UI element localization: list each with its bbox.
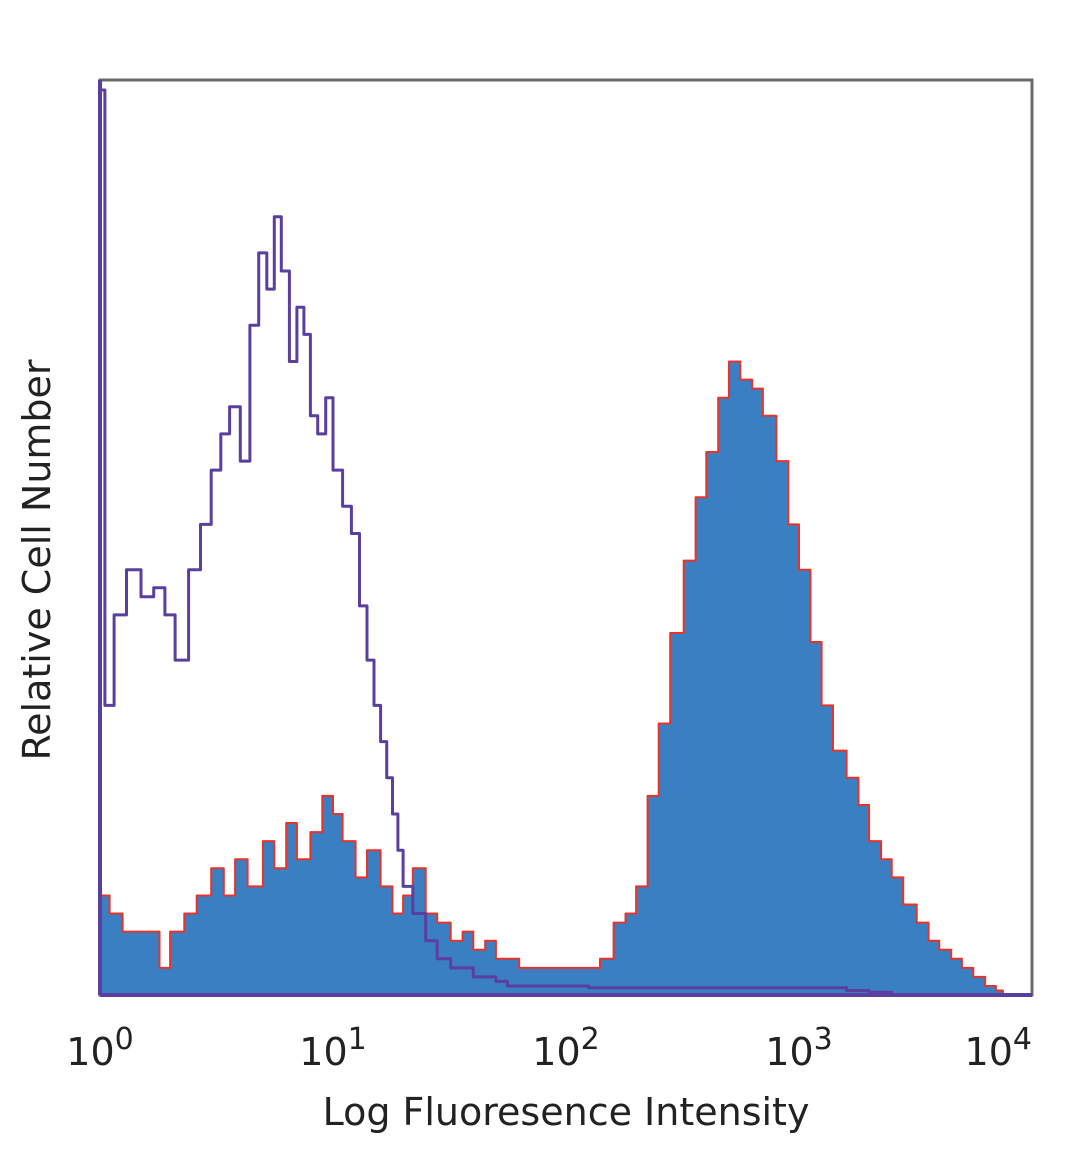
series-layer	[98, 88, 1004, 996]
x-tick-label: 103	[765, 1022, 832, 1074]
outline-histogram-series	[98, 88, 894, 995]
y-axis-label: Relative Cell Number	[15, 359, 59, 760]
x-tick-label: 101	[299, 1022, 366, 1074]
x-axis-label: Log Fluoresence Intensity	[323, 1090, 810, 1134]
x-tick-label: 104	[965, 1022, 1032, 1074]
series-area	[99, 360, 1004, 996]
filled-histogram-series	[99, 360, 1004, 996]
series-line	[98, 88, 894, 995]
plot-frame	[98, 78, 1034, 997]
x-tick-label: 100	[66, 1022, 133, 1074]
x-tick-labels: 100 101 102 103 104	[66, 1022, 1032, 1074]
x-tick-label: 102	[532, 1022, 599, 1074]
